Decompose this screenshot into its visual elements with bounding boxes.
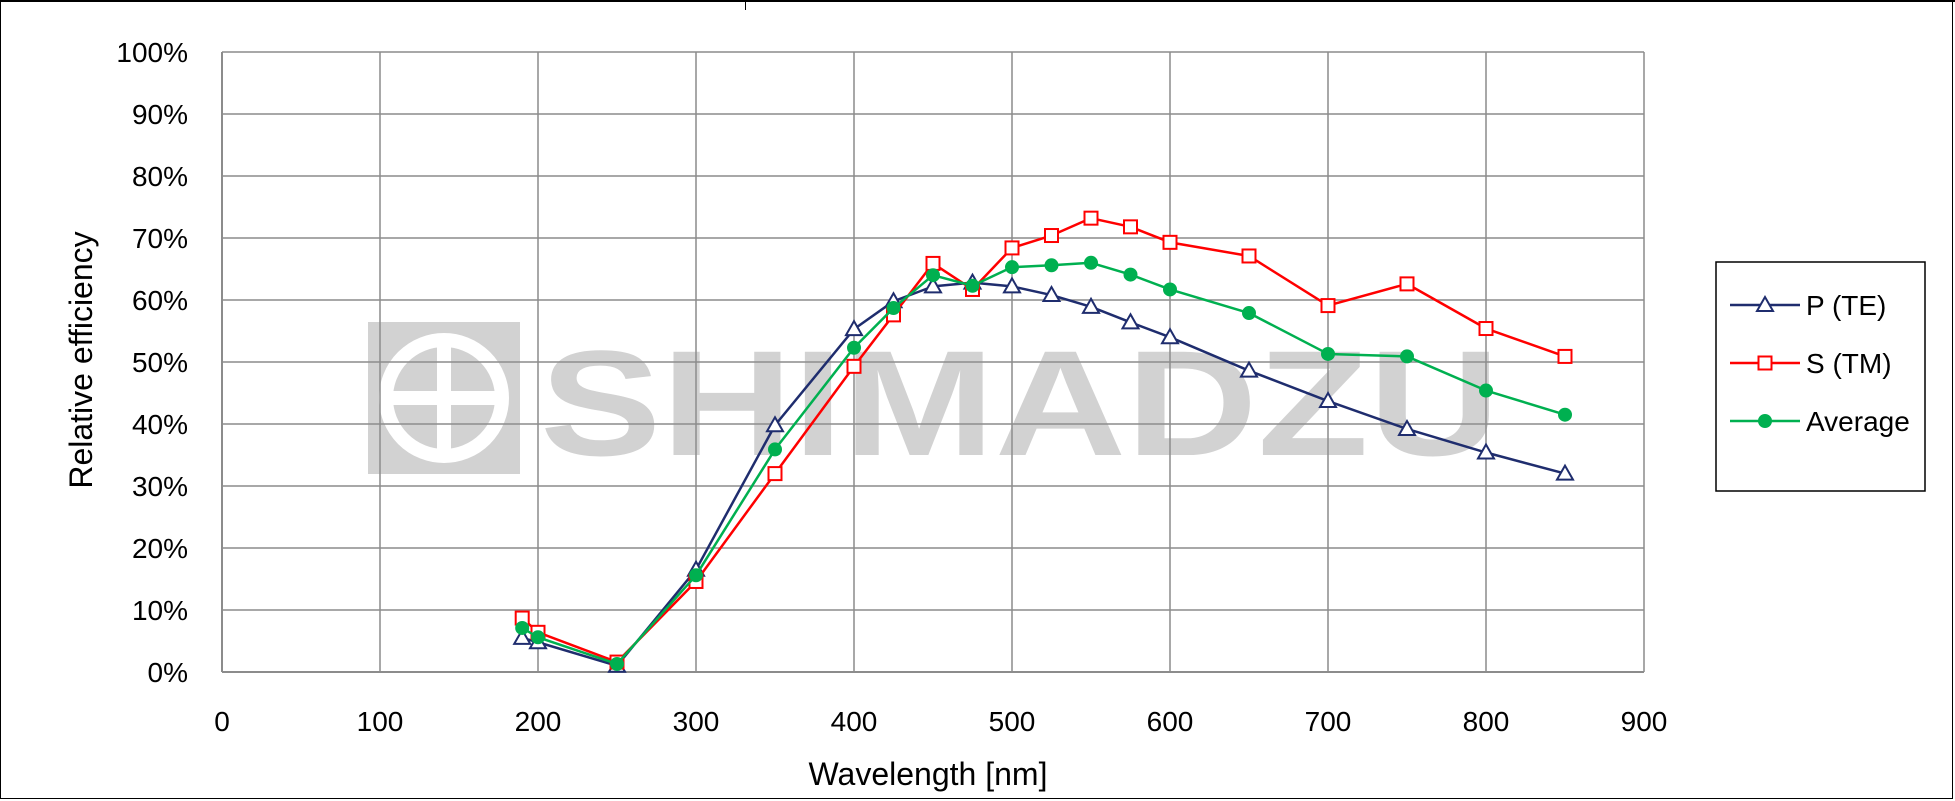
watermark-logo-bar-v: [437, 342, 451, 454]
y-tick-label: 60%: [132, 285, 188, 316]
legend-item: S (TM): [1730, 348, 1892, 379]
y-tick-label: 90%: [132, 99, 188, 130]
data-series: [512, 210, 1575, 673]
legend-marker: [1758, 414, 1772, 428]
y-tick-label: 40%: [132, 409, 188, 440]
data-point: [1081, 296, 1101, 314]
data-point: [1399, 276, 1415, 292]
data-point: [1083, 210, 1099, 226]
data-point: [1321, 346, 1335, 361]
data-point: [1120, 312, 1141, 330]
data-point: [1557, 348, 1573, 364]
x-tick-label: 300: [673, 706, 720, 737]
data-point: [1044, 228, 1059, 244]
legend-label: S (TM): [1806, 348, 1892, 379]
x-tick-label: 600: [1147, 706, 1194, 737]
data-point: [926, 268, 940, 283]
data-point: [610, 656, 624, 671]
x-tick-label: 800: [1463, 706, 1510, 737]
x-tick-label: 400: [831, 706, 878, 737]
legend-marker: [1755, 294, 1775, 312]
x-tick-label: 700: [1305, 706, 1352, 737]
shimadzu-watermark: SHIMADZU: [368, 319, 1500, 487]
data-point: [846, 358, 862, 374]
legend-label: Average: [1806, 406, 1910, 437]
data-point: [765, 415, 785, 433]
y-tick-label: 10%: [132, 595, 188, 626]
data-point: [1397, 418, 1417, 436]
data-point: [1005, 260, 1019, 275]
data-point: [767, 466, 783, 482]
y-tick-label: 30%: [132, 471, 188, 502]
data-point: [1162, 234, 1178, 250]
data-point: [1555, 463, 1575, 481]
data-point: [1004, 240, 1020, 256]
legend-box: [1715, 261, 1926, 492]
x-tick-label: 100: [357, 706, 404, 737]
data-point: [1241, 248, 1257, 264]
x-axis-ticks: 0 100 200 300 400 500 600 700 800 900: [214, 706, 1667, 737]
plot-area: [221, 52, 1644, 673]
data-point: [689, 568, 703, 583]
data-point: [965, 278, 980, 293]
data-point: [1163, 282, 1177, 297]
legend-item: P (TE): [1730, 290, 1886, 321]
data-point: [1320, 298, 1336, 314]
data-point: [1041, 285, 1062, 303]
y-tick-label: 70%: [132, 223, 188, 254]
watermark-logo-circle-icon: [379, 333, 509, 463]
legend: P (TE) S (TM) Average: [1715, 261, 1926, 492]
data-point: [847, 340, 861, 355]
data-point: [531, 630, 545, 645]
y-tick-label: 20%: [132, 533, 188, 564]
data-point: [1239, 360, 1259, 378]
x-tick-label: 200: [515, 706, 562, 737]
legend-item: Average: [1730, 406, 1910, 437]
data-point: [1476, 442, 1496, 460]
data-point: [1084, 255, 1098, 270]
x-axis-title: Wavelength [nm]: [809, 756, 1048, 792]
y-tick-label: 0%: [148, 657, 188, 688]
data-point: [1044, 258, 1059, 273]
data-point: [886, 301, 901, 316]
y-axis-ticks: 0% 10% 20% 30% 40% 50% 60% 70% 80% 90% 100%: [116, 37, 188, 688]
x-tick-label: 900: [1621, 706, 1668, 737]
x-tick-label: 500: [989, 706, 1036, 737]
legend-marker: [1757, 355, 1773, 371]
data-point: [1002, 276, 1022, 294]
grid-lines: [221, 51, 1645, 673]
y-tick-label: 50%: [132, 347, 188, 378]
data-point: [1479, 383, 1493, 398]
data-point: [923, 276, 943, 294]
watermark-text: SHIMADZU: [540, 319, 1500, 487]
y-tick-label: 80%: [132, 161, 188, 192]
data-point: [925, 255, 941, 271]
y-axis-title: Relative efficiency: [63, 231, 99, 488]
data-point: [1123, 267, 1138, 282]
data-point: [1558, 407, 1572, 422]
data-point: [512, 627, 532, 645]
data-point: [1400, 349, 1414, 364]
y-tick-label: 100%: [116, 37, 188, 68]
data-point: [1160, 327, 1180, 345]
series-average: [515, 255, 1572, 671]
data-point: [768, 442, 782, 457]
x-tick-label: 0: [214, 706, 230, 737]
data-point: [1318, 391, 1338, 409]
top-divider-tick: [745, 0, 746, 10]
data-point: [1242, 306, 1256, 321]
data-point: [515, 620, 530, 635]
data-point: [844, 319, 864, 337]
data-point: [1478, 321, 1494, 337]
data-point: [1123, 219, 1138, 235]
top-border-line: [0, 0, 1955, 2]
legend-label: P (TE): [1806, 290, 1886, 321]
